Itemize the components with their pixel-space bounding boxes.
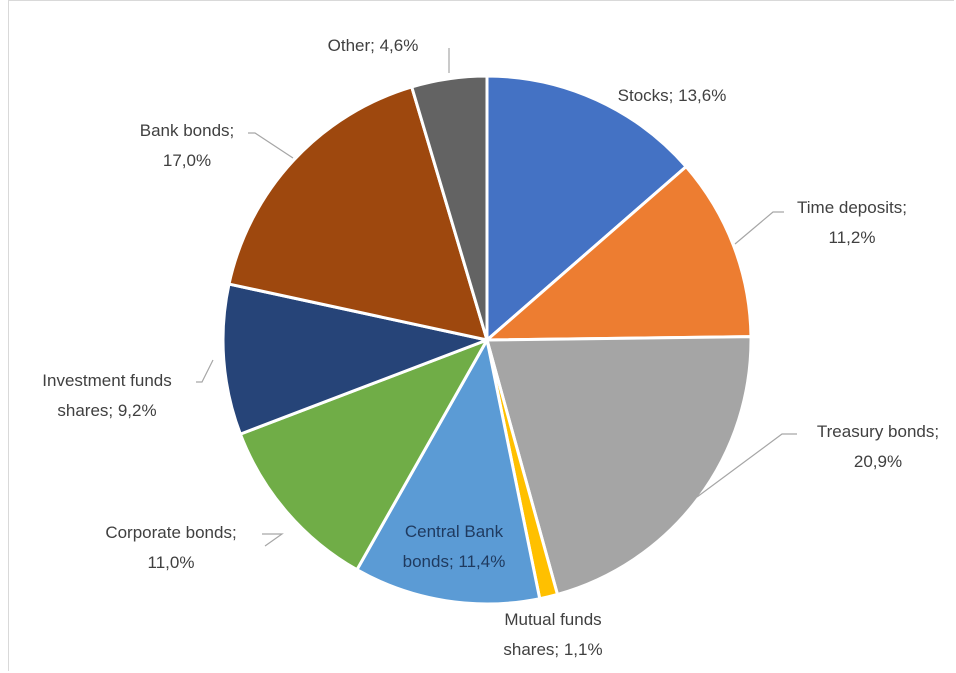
pie-slice bbox=[409, 74, 489, 341]
slice-label-line: Mutual funds bbox=[504, 610, 601, 629]
pie-slices bbox=[221, 74, 753, 606]
slice-label: Time deposits; 11,2% bbox=[797, 198, 907, 247]
slice-label: Corporate bonds; 11,0% bbox=[105, 523, 236, 572]
slice-labels: Stocks; 13,6% Time deposits; 11,2% Treasury… bbox=[42, 36, 939, 659]
slice-label-line: Investment funds bbox=[42, 371, 171, 390]
pie-slice bbox=[482, 164, 753, 342]
slice-label: Stocks; 13,6% bbox=[618, 86, 727, 105]
leader-line bbox=[696, 433, 797, 498]
pie-slice bbox=[238, 337, 491, 572]
pie-slice bbox=[354, 335, 542, 606]
slice-label-line: Treasury bonds; bbox=[817, 422, 939, 441]
slice-label-line: Time deposits; bbox=[797, 198, 907, 217]
slice-label: Investment funds shares; 9,2% bbox=[42, 371, 171, 420]
leader-line bbox=[734, 211, 784, 245]
leader-line bbox=[262, 533, 284, 547]
slice-label-line: 11,0% bbox=[148, 553, 195, 572]
slice-label-line: bonds; 11,4% bbox=[403, 552, 506, 571]
leader-line bbox=[196, 359, 214, 383]
slice-label: Central Bank bonds; 11,4% bbox=[403, 522, 506, 571]
slice-label-line: Corporate bonds; bbox=[105, 523, 236, 542]
leader-line bbox=[248, 132, 294, 159]
pie-slice bbox=[221, 282, 493, 437]
slice-label-line: 17,0% bbox=[163, 151, 211, 170]
slice-label-line: Bank bonds; bbox=[140, 121, 235, 140]
slice-label-line: Other; 4,6% bbox=[328, 36, 419, 55]
slice-label-line: shares; 1,1% bbox=[503, 640, 602, 659]
pie-slice bbox=[485, 335, 753, 597]
slice-label: Bank bonds; 17,0% bbox=[140, 121, 235, 170]
slice-label-line: shares; 9,2% bbox=[57, 401, 156, 420]
pie-slice bbox=[485, 74, 689, 344]
slice-label-line: Stocks; 13,6% bbox=[618, 86, 727, 105]
slice-label-line: 11,2% bbox=[829, 228, 876, 247]
slice-label-line: 20,9% bbox=[854, 452, 902, 471]
leader-lines bbox=[196, 48, 797, 547]
slice-label: Treasury bonds; 20,9% bbox=[817, 422, 939, 471]
pie-slice bbox=[227, 85, 490, 343]
slice-label: Other; 4,6% bbox=[328, 36, 419, 55]
slice-label-line: Central Bank bbox=[405, 522, 504, 541]
slice-label: Mutual funds shares; 1,1% bbox=[503, 610, 602, 659]
